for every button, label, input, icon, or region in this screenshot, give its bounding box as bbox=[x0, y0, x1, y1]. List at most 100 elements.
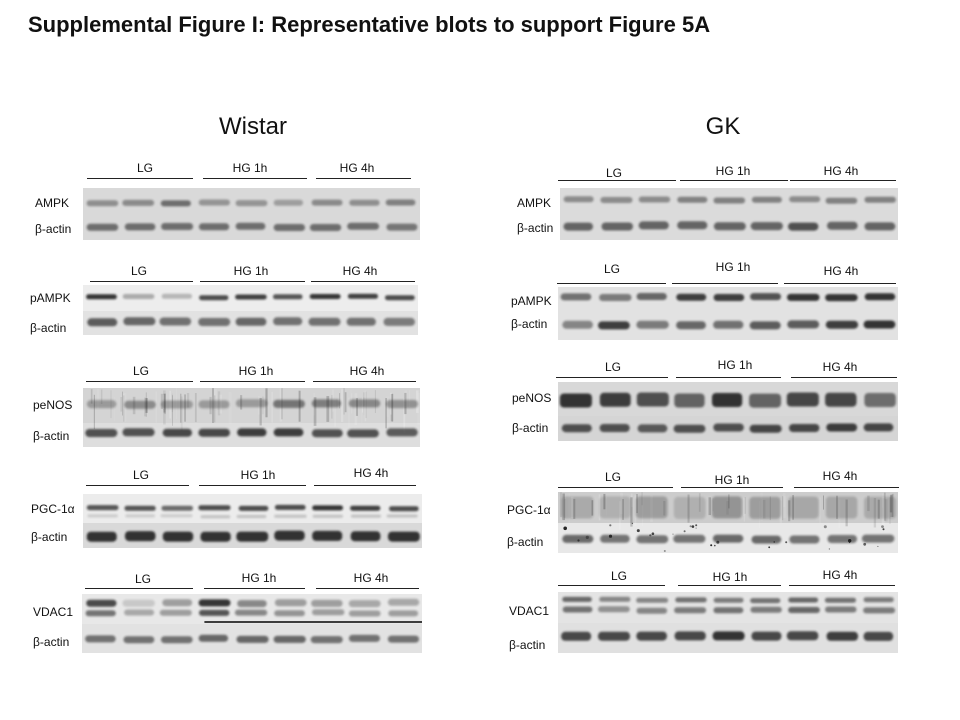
group-underline bbox=[204, 588, 305, 589]
membrane-streak bbox=[214, 395, 216, 423]
group-label-hg-4h: HG 4h bbox=[342, 264, 378, 278]
group-underline bbox=[557, 283, 666, 284]
membrane-streak bbox=[100, 389, 103, 404]
membrane-streak bbox=[823, 495, 824, 510]
target-band bbox=[825, 606, 857, 613]
target-band bbox=[200, 515, 231, 519]
group-label-lg: LG bbox=[136, 161, 154, 175]
actin-band bbox=[236, 635, 269, 643]
membrane-streak bbox=[313, 397, 317, 426]
group-underline bbox=[90, 281, 193, 282]
target-band bbox=[674, 393, 705, 408]
target-band bbox=[825, 294, 858, 302]
group-label-hg-4h: HG 4h bbox=[353, 466, 389, 480]
membrane-streak bbox=[744, 497, 746, 514]
membrane-speckle bbox=[683, 530, 686, 533]
target-band bbox=[198, 599, 231, 607]
loading-control-label: β-actin bbox=[512, 421, 549, 435]
actin-band bbox=[161, 223, 194, 230]
actin-band bbox=[122, 428, 155, 437]
membrane-streak bbox=[96, 389, 100, 409]
membrane-speckle bbox=[563, 526, 567, 531]
target-band bbox=[713, 597, 744, 603]
loading-control-label: β-actin bbox=[31, 530, 68, 544]
target-band bbox=[386, 514, 418, 518]
actin-band bbox=[350, 531, 381, 542]
target-band bbox=[788, 607, 820, 613]
target-band bbox=[864, 293, 896, 301]
group-label-hg-4h: HG 4h bbox=[822, 469, 858, 483]
target-band bbox=[636, 607, 668, 614]
membrane-streak bbox=[743, 497, 745, 516]
membrane-streak bbox=[259, 398, 262, 426]
target-band bbox=[235, 200, 268, 207]
membrane-streak bbox=[123, 393, 125, 409]
actin-band bbox=[751, 535, 782, 544]
membrane-streak bbox=[782, 493, 786, 507]
actin-band bbox=[861, 534, 895, 543]
western-blot-image bbox=[560, 188, 898, 240]
target-band bbox=[85, 610, 116, 617]
western-blot-image bbox=[83, 188, 420, 240]
target-band bbox=[712, 496, 743, 519]
group-label-lg: LG bbox=[603, 262, 621, 276]
target-band bbox=[562, 606, 593, 613]
group-underline bbox=[85, 588, 193, 589]
target-band bbox=[198, 199, 230, 206]
actin-band bbox=[310, 636, 343, 644]
target-band bbox=[712, 393, 743, 407]
group-underline bbox=[311, 281, 415, 282]
membrane-streak bbox=[172, 395, 173, 426]
actin-band bbox=[749, 424, 782, 433]
target-protein-label: PGC-1α bbox=[31, 502, 75, 516]
actin-band bbox=[750, 222, 783, 231]
actin-band bbox=[200, 531, 231, 542]
group-label-hg-4h: HG 4h bbox=[823, 164, 859, 178]
target-band bbox=[160, 400, 193, 409]
target-band bbox=[636, 392, 669, 407]
membrane-speckle bbox=[714, 544, 716, 547]
target-band bbox=[713, 607, 744, 614]
actin-band bbox=[273, 428, 304, 437]
actin-band bbox=[162, 531, 194, 542]
loading-control-label: β-actin bbox=[33, 635, 70, 649]
target-band bbox=[786, 392, 819, 407]
loading-control-label: β-actin bbox=[30, 321, 67, 335]
target-band bbox=[676, 293, 707, 301]
membrane-streak bbox=[186, 393, 190, 408]
target-band bbox=[86, 400, 117, 409]
target-band bbox=[122, 199, 155, 206]
target-band bbox=[86, 200, 119, 207]
actin-band bbox=[274, 530, 305, 541]
membrane-streak bbox=[194, 393, 197, 423]
actin-band bbox=[308, 317, 341, 326]
target-band bbox=[124, 609, 155, 616]
target-band bbox=[713, 294, 745, 301]
loading-control-label: β-actin bbox=[35, 222, 72, 236]
target-protein-label: AMPK bbox=[517, 196, 552, 210]
target-band bbox=[713, 197, 746, 204]
target-band bbox=[787, 293, 820, 301]
actin-band bbox=[161, 636, 193, 644]
actin-band bbox=[863, 423, 894, 432]
target-protein-label: pAMPK bbox=[511, 294, 552, 308]
target-band bbox=[635, 496, 668, 519]
target-band bbox=[312, 505, 343, 511]
actin-band bbox=[638, 221, 669, 230]
target-band bbox=[311, 599, 343, 607]
actin-band bbox=[789, 424, 820, 432]
membrane-streak bbox=[708, 497, 711, 516]
membrane-streak bbox=[123, 395, 125, 422]
membrane-streak bbox=[180, 396, 183, 431]
membrane-speckle bbox=[881, 525, 884, 528]
column-heading-wistar: Wistar bbox=[219, 113, 287, 140]
actin-band bbox=[348, 634, 380, 642]
target-band bbox=[385, 199, 416, 206]
blot-membrane-top bbox=[82, 594, 422, 624]
target-band bbox=[274, 514, 307, 518]
actin-band bbox=[676, 321, 706, 330]
actin-band bbox=[637, 424, 668, 433]
target-band bbox=[749, 496, 781, 519]
membrane-streak bbox=[404, 390, 407, 407]
group-label-hg-4h: HG 4h bbox=[353, 571, 389, 585]
